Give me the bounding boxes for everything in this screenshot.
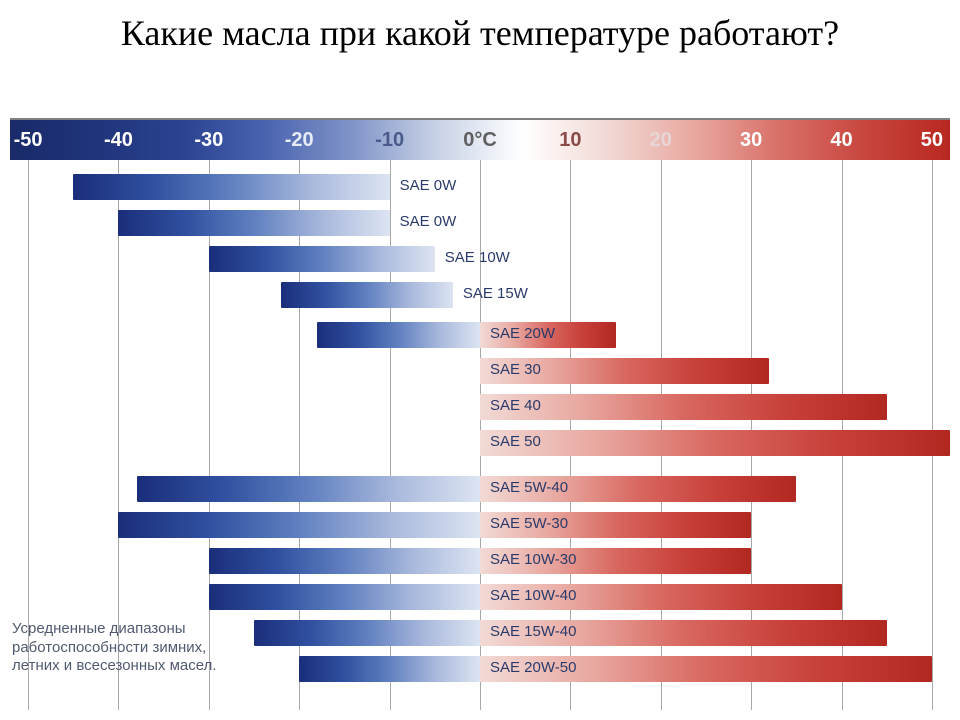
axis-tick: 0°C [463, 120, 497, 160]
oil-label: SAE 20W-50 [484, 652, 576, 684]
page-title: Какие масла при какой температуре работа… [0, 0, 960, 63]
warm-bar [480, 394, 887, 420]
axis-tick: 20 [650, 120, 672, 160]
cold-bar [209, 548, 480, 574]
oil-label: SAE 40 [484, 390, 541, 422]
caption-text: Усредненные диапазоны работоспособности … [12, 620, 222, 676]
cold-bar [118, 512, 480, 538]
oil-row: SAE 20W [10, 318, 950, 350]
oil-label: SAE 15W-40 [484, 616, 576, 648]
oil-label: SAE 10W [439, 242, 510, 274]
oil-label: SAE 20W [484, 318, 555, 350]
axis-tick: 40 [830, 120, 852, 160]
oil-row: SAE 50 [10, 426, 950, 458]
warm-bar [480, 430, 950, 456]
oil-label: SAE 0W [394, 170, 457, 202]
oil-label: SAE 30 [484, 354, 541, 386]
cold-bar [254, 620, 480, 646]
cold-bar [281, 282, 453, 308]
oil-label: SAE 10W-30 [484, 544, 576, 576]
cold-bar [209, 584, 480, 610]
cold-bar [73, 174, 389, 200]
axis-tick: 50 [921, 120, 943, 160]
axis-tick: 30 [740, 120, 762, 160]
cold-bar [118, 210, 389, 236]
oil-row: SAE 0W [10, 170, 950, 202]
axis-tick: -10 [375, 120, 404, 160]
plot-area: SAE 0W SAE 0W SAE 10W SAE 15W SAE 20W SAE 30 S… [10, 160, 950, 710]
oil-label: SAE 0W [394, 206, 457, 238]
oil-label: SAE 5W-40 [484, 472, 568, 504]
oil-row: SAE 10W-40 [10, 580, 950, 612]
oil-label: SAE 5W-30 [484, 508, 568, 540]
oil-row: SAE 5W-30 [10, 508, 950, 540]
oil-row: SAE 10W [10, 242, 950, 274]
oil-row: SAE 15W [10, 278, 950, 310]
oil-row: SAE 30 [10, 354, 950, 386]
cold-bar [209, 246, 435, 272]
axis-tick: -20 [285, 120, 314, 160]
oil-row: SAE 5W-40 [10, 472, 950, 504]
oil-label: SAE 50 [484, 426, 541, 458]
axis-tick: -40 [104, 120, 133, 160]
oil-row: SAE 0W [10, 206, 950, 238]
axis-header: -50 -40 -30 -20 -10 0°C 10 20 30 40 50 [10, 120, 950, 160]
axis-tick: 10 [559, 120, 581, 160]
axis-tick: -30 [194, 120, 223, 160]
cold-bar [137, 476, 480, 502]
oil-label: SAE 15W [457, 278, 528, 310]
oil-row: SAE 40 [10, 390, 950, 422]
axis-tick: -50 [14, 120, 43, 160]
cold-bar [317, 322, 480, 348]
oil-row: SAE 10W-30 [10, 544, 950, 576]
oil-label: SAE 10W-40 [484, 580, 576, 612]
cold-bar [299, 656, 480, 682]
oil-temperature-chart: -50-40-30-20-100°C1020304050 SAE 0WSAE 0… [10, 118, 950, 710]
